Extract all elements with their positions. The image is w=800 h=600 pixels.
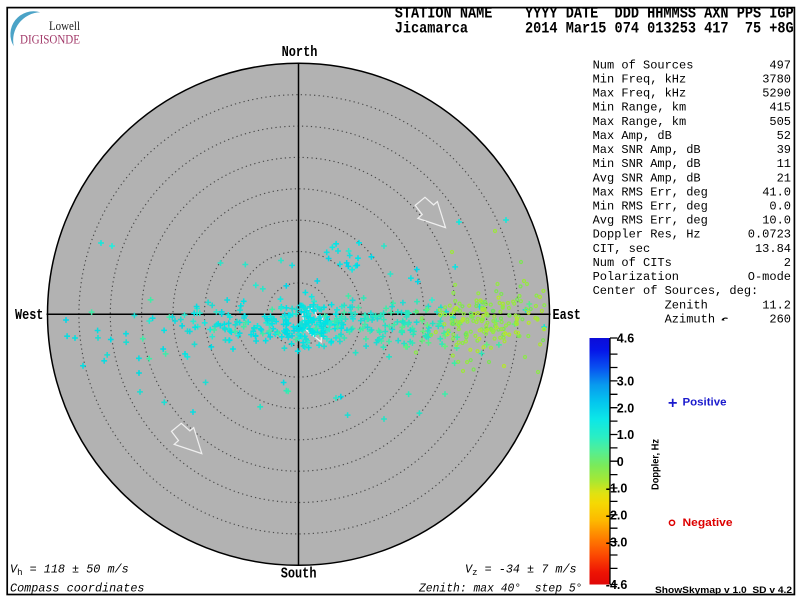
svg-text:Max Freq, kHz: Max Freq, kHz [593, 87, 687, 101]
svg-text:STATION NAME YYYY DATE DDD: STATION NAME YYYY DATE DDD HHMMSS AXN PP… [395, 5, 794, 23]
svg-text:260: 260 [769, 313, 791, 327]
svg-text:Compass coordinates: Compass coordinates [10, 582, 145, 596]
svg-text:Avg SNR Amp, dB: Avg SNR Amp, dB [593, 171, 701, 185]
svg-text:Positive: Positive [683, 397, 727, 409]
svg-text:Lowell: Lowell [49, 19, 80, 33]
svg-text:1.0: 1.0 [617, 428, 634, 442]
svg-text:Center of Sources, deg:: Center of Sources, deg: [593, 284, 759, 298]
svg-text:41.0: 41.0 [762, 185, 791, 199]
svg-text:Vz = -34 ± 7 m/s: Vz = -34 ± 7 m/s [465, 563, 577, 579]
svg-text:Jicamarca 2014 Mar15 074: Jicamarca 2014 Mar15 074 013253 417 75 +… [395, 20, 794, 38]
svg-text:-1.0: -1.0 [606, 482, 628, 496]
svg-text:Max Amp, dB: Max Amp, dB [593, 129, 672, 143]
svg-text:11: 11 [777, 157, 791, 171]
svg-text:Num of Sources: Num of Sources [593, 58, 694, 72]
svg-text:Zenith: Zenith [593, 298, 708, 312]
svg-text:Min SNR Amp, dB: Min SNR Amp, dB [593, 157, 701, 171]
svg-text:Max SNR Amp, dB: Max SNR Amp, dB [593, 143, 701, 157]
svg-text:ShowSkymap v 1.0 SD v 4.2: ShowSkymap v 1.0 SD v 4.2 [655, 585, 792, 596]
svg-text:Min Freq, kHz: Min Freq, kHz [593, 72, 687, 86]
svg-text:-2.0: -2.0 [606, 509, 628, 523]
svg-text:11.2: 11.2 [762, 298, 791, 312]
svg-text:0.0723: 0.0723 [748, 228, 791, 242]
svg-text:O-mode: O-mode [748, 270, 791, 284]
svg-text:2.0: 2.0 [617, 401, 634, 415]
svg-text:497: 497 [769, 58, 791, 72]
svg-text:Doppler, Hz: Doppler, Hz [651, 439, 662, 490]
svg-text:North: North [282, 45, 318, 61]
svg-text:Max RMS Err, deg: Max RMS Err, deg [593, 185, 708, 199]
svg-text:415: 415 [769, 101, 791, 115]
svg-text:Zenith: max 40° step 5°: Zenith: max 40° step 5° [418, 582, 582, 596]
svg-text:Avg RMS Err, deg: Avg RMS Err, deg [593, 214, 708, 228]
svg-text:East: East [553, 308, 581, 324]
svg-text:13.84: 13.84 [755, 242, 791, 256]
svg-text:505: 505 [769, 115, 791, 129]
svg-text:3780: 3780 [762, 72, 791, 86]
svg-text:-3.0: -3.0 [606, 535, 628, 549]
svg-text:Azimuth: Azimuth [593, 313, 715, 327]
svg-text:0: 0 [617, 455, 624, 469]
svg-text:West: West [15, 308, 43, 324]
svg-text:CIT, sec: CIT, sec [593, 242, 651, 256]
svg-text:Min RMS Err, deg: Min RMS Err, deg [593, 200, 708, 214]
svg-text:0.0: 0.0 [769, 200, 791, 214]
svg-text:3.0: 3.0 [617, 375, 634, 389]
svg-text:10.0: 10.0 [762, 214, 791, 228]
svg-text:5290: 5290 [762, 87, 791, 101]
svg-text:21: 21 [777, 171, 791, 185]
svg-text:Doppler Res, Hz: Doppler Res, Hz [593, 228, 701, 242]
svg-text:Vh = 118 ± 50 m/s: Vh = 118 ± 50 m/s [10, 563, 129, 579]
svg-text:4.6: 4.6 [617, 332, 634, 346]
svg-text:-4.6: -4.6 [606, 578, 628, 592]
svg-text:Negative: Negative [683, 517, 733, 529]
svg-text:Num of CITs: Num of CITs [593, 256, 672, 270]
svg-text:Max Range, km: Max Range, km [593, 115, 687, 129]
svg-text:2: 2 [784, 256, 791, 270]
svg-text:DIGISONDE: DIGISONDE [20, 33, 80, 47]
svg-text:52: 52 [777, 129, 791, 143]
svg-text:Polarization: Polarization [593, 270, 679, 284]
svg-text:39: 39 [777, 143, 791, 157]
svg-text:South: South [281, 567, 317, 583]
svg-text:Min Range, km: Min Range, km [593, 101, 687, 115]
